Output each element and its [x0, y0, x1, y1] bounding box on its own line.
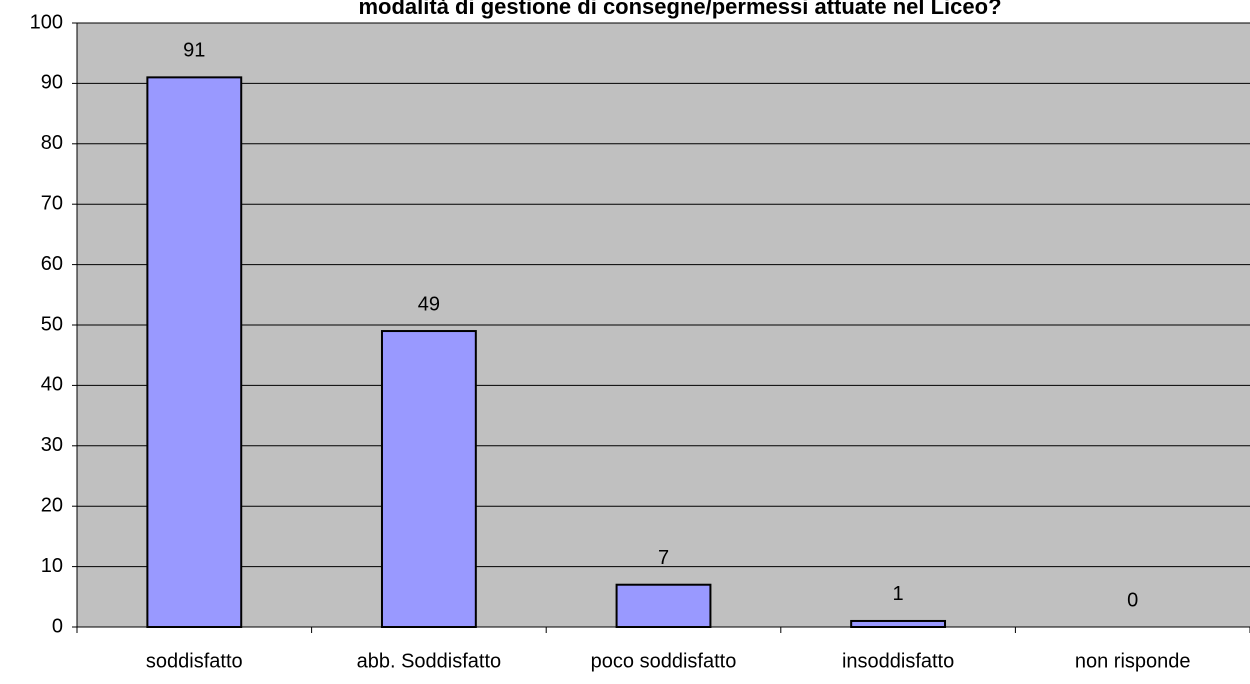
bar [146, 76, 243, 629]
y-tick-label: 80 [41, 132, 63, 154]
x-tick-label: poco soddisfatto [591, 650, 737, 672]
y-tick-label: 50 [41, 313, 63, 335]
x-tick-label: insoddisfatto [842, 650, 954, 672]
bar [615, 583, 712, 628]
y-tick-label: 60 [41, 253, 63, 275]
y-tick-label: 20 [41, 494, 63, 516]
data-label: 0 [1127, 589, 1138, 611]
y-tick-label: 70 [41, 192, 63, 214]
chart-title: modalità di gestione di consegne/permess… [358, 0, 1001, 19]
x-tick-label: soddisfatto [146, 650, 243, 672]
y-tick-label: 30 [41, 434, 63, 456]
y-tick-label: 90 [41, 72, 63, 94]
x-tick-label: non risponde [1075, 650, 1191, 672]
y-tick-label: 100 [30, 11, 63, 33]
x-tick-label: abb. Soddisfatto [357, 650, 502, 672]
data-label: 1 [893, 583, 904, 605]
bar [380, 330, 477, 628]
data-label: 91 [183, 40, 205, 62]
data-label: 7 [658, 547, 669, 569]
y-tick-label: 10 [41, 555, 63, 577]
bar [850, 619, 947, 629]
y-tick-label: 0 [52, 615, 63, 637]
data-label: 49 [418, 293, 440, 315]
y-tick-label: 40 [41, 374, 63, 396]
